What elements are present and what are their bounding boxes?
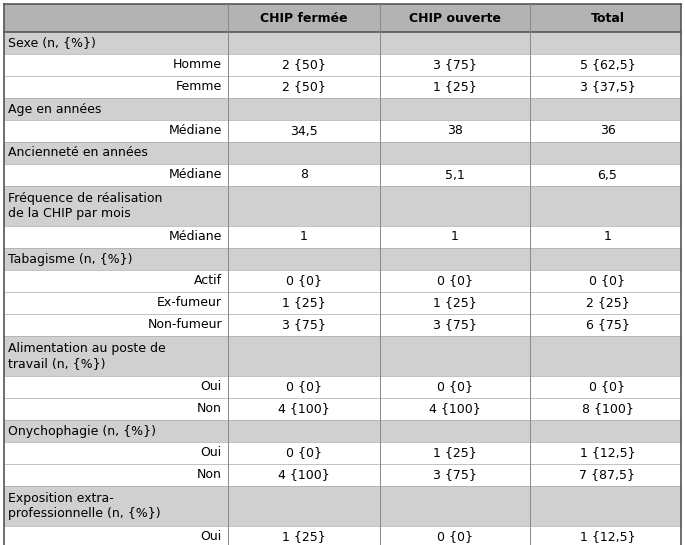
Text: Non: Non [197, 403, 222, 415]
Text: 0 {0}: 0 {0} [286, 275, 322, 288]
Text: Tabagisme (n, {%}): Tabagisme (n, {%}) [8, 252, 132, 265]
Text: 2 {50}: 2 {50} [282, 81, 326, 94]
Text: 0 {0}: 0 {0} [590, 275, 625, 288]
Text: 3 {37,5}: 3 {37,5} [580, 81, 636, 94]
Text: 3 {75}: 3 {75} [433, 58, 477, 71]
Text: Non: Non [197, 469, 222, 481]
Bar [4, 226, 681, 248]
Text: CHIP fermée: CHIP fermée [260, 11, 348, 25]
Bar [4, 142, 681, 164]
Bar [4, 314, 681, 336]
Text: Homme: Homme [173, 58, 222, 71]
Text: Ex-fumeur: Ex-fumeur [157, 296, 222, 310]
Text: Médiane: Médiane [169, 231, 222, 244]
Text: 38: 38 [447, 124, 463, 137]
Text: Age en années: Age en années [8, 102, 101, 116]
Text: 1: 1 [300, 231, 308, 244]
Text: 0 {0}: 0 {0} [437, 530, 473, 543]
Text: 2 {25}: 2 {25} [586, 296, 630, 310]
Bar [4, 526, 681, 545]
Text: Onychophagie (n, {%}): Onychophagie (n, {%}) [8, 425, 156, 438]
Bar [4, 486, 681, 526]
Text: 4 {100}: 4 {100} [278, 403, 330, 415]
Text: Sexe (n, {%}): Sexe (n, {%}) [8, 37, 96, 50]
Text: 2 {50}: 2 {50} [282, 58, 326, 71]
Bar [4, 292, 681, 314]
Text: 1 {12,5}: 1 {12,5} [580, 446, 635, 459]
Text: 0 {0}: 0 {0} [286, 380, 322, 393]
Text: 1: 1 [603, 231, 612, 244]
Bar [4, 54, 681, 76]
Text: Femme: Femme [176, 81, 222, 94]
Bar [4, 98, 681, 120]
Text: Exposition extra-
professionnelle (n, {%}): Exposition extra- professionnelle (n, {%… [8, 492, 160, 520]
Bar [4, 270, 681, 292]
Text: 0 {0}: 0 {0} [590, 380, 625, 393]
Bar [4, 186, 681, 226]
Text: 7 {87,5}: 7 {87,5} [580, 469, 636, 481]
Text: 6,5: 6,5 [597, 168, 617, 181]
Text: 8: 8 [300, 168, 308, 181]
Bar [4, 248, 681, 270]
Text: Oui: Oui [201, 380, 222, 393]
Text: 0 {0}: 0 {0} [437, 275, 473, 288]
Text: 6 {75}: 6 {75} [586, 318, 630, 331]
Text: Actif: Actif [194, 275, 222, 288]
Text: 0 {0}: 0 {0} [437, 380, 473, 393]
Bar [4, 120, 681, 142]
Text: 5 {62,5}: 5 {62,5} [580, 58, 636, 71]
Text: 8 {100}: 8 {100} [582, 403, 634, 415]
Text: Oui: Oui [201, 530, 222, 543]
Text: Ancienneté en années: Ancienneté en années [8, 147, 148, 160]
Text: 1 {25}: 1 {25} [282, 296, 326, 310]
Text: 1 {25}: 1 {25} [433, 296, 477, 310]
Bar [4, 336, 681, 376]
Bar [4, 442, 681, 464]
Text: 3 {75}: 3 {75} [433, 318, 477, 331]
Text: 1 {12,5}: 1 {12,5} [580, 530, 635, 543]
Text: Fréquence de réalisation
de la CHIP par mois: Fréquence de réalisation de la CHIP par … [8, 192, 162, 220]
Bar [4, 398, 681, 420]
Text: 1 {25}: 1 {25} [282, 530, 326, 543]
Text: 1 {25}: 1 {25} [433, 446, 477, 459]
Text: Total: Total [590, 11, 625, 25]
Text: 3 {75}: 3 {75} [433, 469, 477, 481]
Text: 3 {75}: 3 {75} [282, 318, 326, 331]
Text: Oui: Oui [201, 446, 222, 459]
Bar [4, 420, 681, 442]
Text: 4 {100}: 4 {100} [429, 403, 481, 415]
Bar [4, 76, 681, 98]
Bar [4, 464, 681, 486]
Bar [4, 376, 681, 398]
Text: 1 {25}: 1 {25} [433, 81, 477, 94]
Text: 34,5: 34,5 [290, 124, 318, 137]
Text: Non-fumeur: Non-fumeur [147, 318, 222, 331]
Bar [4, 4, 681, 32]
Text: 1: 1 [451, 231, 459, 244]
Text: 4 {100}: 4 {100} [278, 469, 330, 481]
Text: CHIP ouverte: CHIP ouverte [409, 11, 501, 25]
Text: 0 {0}: 0 {0} [286, 446, 322, 459]
Text: 5,1: 5,1 [445, 168, 465, 181]
Bar [4, 32, 681, 54]
Text: Médiane: Médiane [169, 124, 222, 137]
Text: 36: 36 [599, 124, 615, 137]
Bar [4, 164, 681, 186]
Text: Alimentation au poste de
travail (n, {%}): Alimentation au poste de travail (n, {%}… [8, 342, 166, 370]
Text: Médiane: Médiane [169, 168, 222, 181]
